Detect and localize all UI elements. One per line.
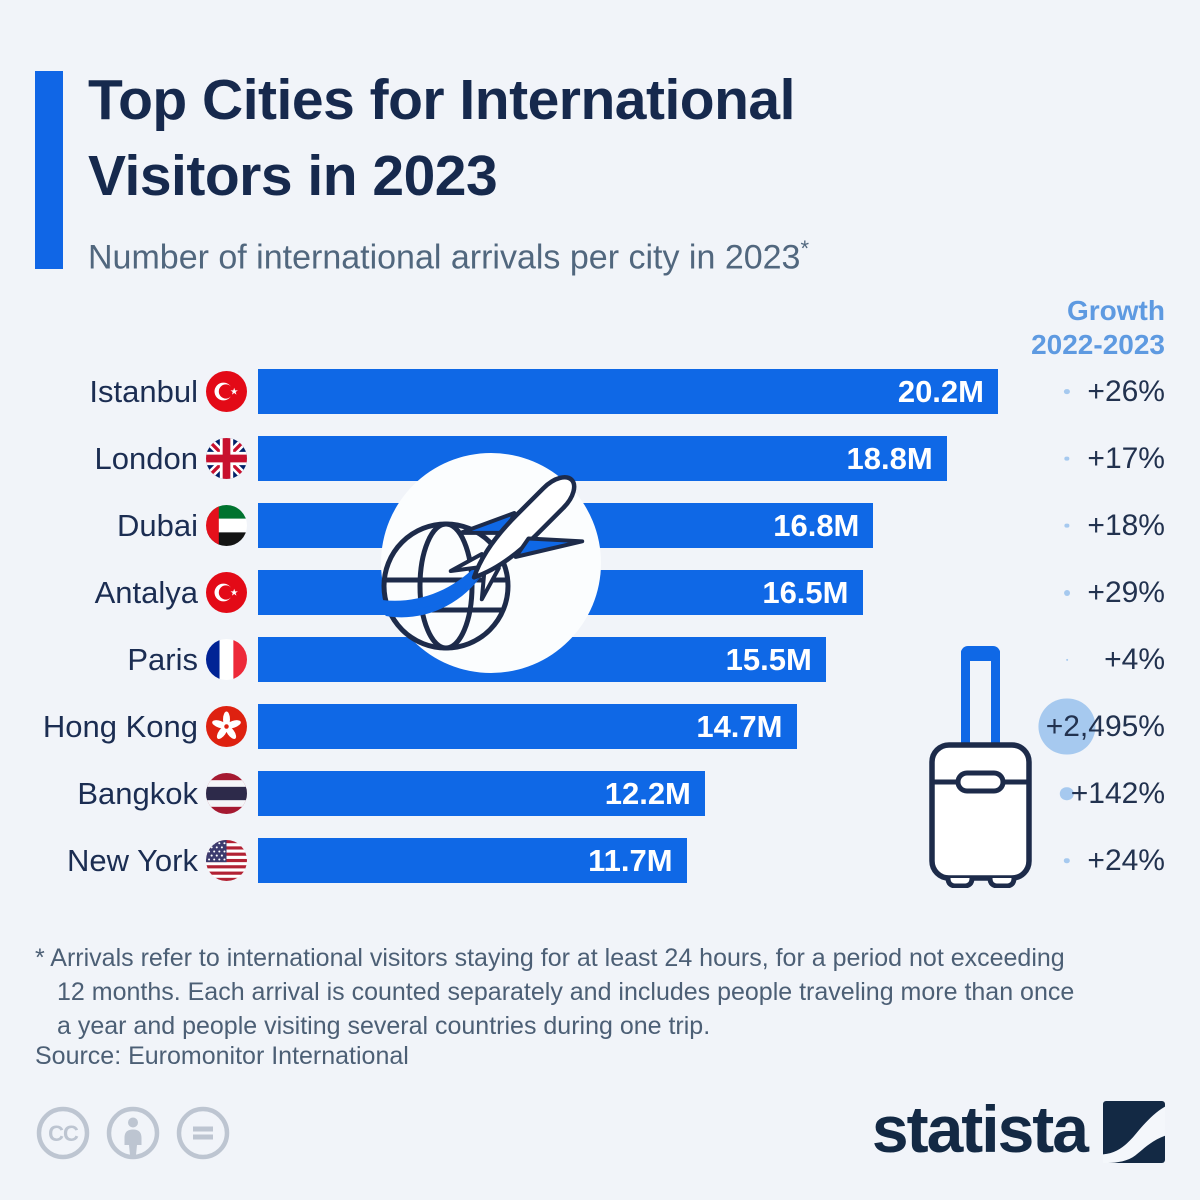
bar-value-label: 16.8M	[773, 507, 860, 543]
page-title: Top Cities for International Visitors in…	[88, 62, 795, 214]
city-label: Antalya	[94, 574, 198, 610]
growth-cell: +24%	[905, 827, 1165, 894]
chart-row: New York 11.7M +24%	[0, 827, 1200, 894]
growth-value-label: +18%	[1087, 508, 1165, 542]
suitcase-icon	[929, 646, 1032, 889]
equals-icon	[176, 1106, 230, 1160]
growth-value-label: +26%	[1087, 374, 1165, 408]
bar-value-label: 15.5M	[725, 641, 812, 677]
growth-bubble	[1064, 523, 1070, 528]
flag-icon-france	[206, 639, 247, 680]
flag-icon-hong-kong	[206, 706, 247, 747]
growth-bubble	[1064, 456, 1070, 461]
growth-bubble	[1063, 589, 1071, 596]
bar-value-label: 18.8M	[846, 440, 933, 476]
footnote-marker: *	[800, 236, 810, 261]
value-bar: 12.2M	[258, 771, 705, 816]
bar-chart: Istanbul 20.2M +26% London 18.8M +17% Du…	[0, 358, 1200, 894]
globe-plane-icon	[381, 453, 601, 673]
growth-cell: +18%	[905, 492, 1165, 559]
attribution-icon	[106, 1106, 160, 1160]
chart-row: London 18.8M +17%	[0, 425, 1200, 492]
growth-bubble	[1064, 388, 1070, 395]
growth-bubble	[1060, 786, 1074, 801]
growth-value-label: +29%	[1087, 575, 1165, 609]
growth-bubble	[1064, 857, 1070, 864]
page-subtitle: Number of international arrivals per cit…	[88, 236, 810, 277]
chart-row: Istanbul 20.2M +26%	[0, 358, 1200, 425]
bar-value-label: 12.2M	[604, 775, 691, 811]
growth-bubble	[1065, 658, 1069, 661]
svg-text:CC: CC	[48, 1121, 79, 1146]
growth-cell: +26%	[905, 358, 1165, 425]
growth-value-label: +2,495%	[1045, 709, 1165, 743]
growth-cell: +142%	[905, 760, 1165, 827]
statista-wordmark: statista	[871, 1092, 1089, 1166]
city-label: New York	[67, 842, 198, 878]
growth-cell: +29%	[905, 559, 1165, 626]
growth-cell: +17%	[905, 425, 1165, 492]
flag-icon-thailand	[206, 773, 247, 814]
license-icons: CC	[35, 1105, 231, 1161]
flag-icon-uae	[206, 505, 247, 546]
city-label: Istanbul	[89, 373, 198, 409]
bar-value-label: 14.7M	[696, 708, 783, 744]
suitcase-illustration	[928, 643, 1033, 893]
flag-icon-united-kingdom	[206, 438, 247, 479]
chart-row: Hong Kong 14.7M +2,495%	[0, 693, 1200, 760]
growth-value-label: +24%	[1087, 843, 1165, 877]
growth-bubble	[1038, 698, 1096, 755]
growth-cell: +4%	[905, 626, 1165, 693]
flag-icon-united-states	[206, 840, 247, 881]
city-label: Paris	[127, 641, 198, 677]
footnote: * Arrivals refer to international visito…	[35, 944, 1075, 1040]
value-bar: 18.8M	[258, 436, 947, 481]
city-label: Bangkok	[77, 775, 198, 811]
cc-icon: CC	[36, 1106, 90, 1160]
chart-row: Bangkok 12.2M +142%	[0, 760, 1200, 827]
growth-value-label: +4%	[1104, 642, 1165, 676]
source-line: Source: Euromonitor International	[35, 1042, 409, 1070]
growth-value-label: +17%	[1087, 441, 1165, 475]
title-line1: Top Cities for International	[88, 68, 795, 132]
value-bar: 20.2M	[258, 369, 998, 414]
value-bar: 11.7M	[258, 838, 687, 883]
bar-value-label: 16.5M	[762, 574, 849, 610]
bar-value-label: 20.2M	[897, 373, 984, 409]
flag-icon-turkey	[206, 572, 247, 613]
city-label: Hong Kong	[42, 708, 198, 744]
statista-branding: statista	[872, 1096, 1165, 1168]
globe-plane-illustration	[380, 452, 602, 679]
title-line2: Visitors in 2023	[88, 144, 498, 208]
growth-column-header: Growth 2022-2023	[1031, 295, 1165, 360]
statista-logo-icon	[1103, 1101, 1165, 1163]
value-bar: 14.7M	[258, 704, 797, 749]
growth-value-label: +142%	[1070, 776, 1165, 810]
bar-value-label: 11.7M	[588, 842, 673, 878]
city-label: Dubai	[117, 507, 198, 543]
title-accent-bar	[35, 71, 63, 269]
city-label: London	[94, 440, 198, 476]
growth-cell: +2,495%	[905, 693, 1165, 760]
flag-icon-turkey	[206, 371, 247, 412]
